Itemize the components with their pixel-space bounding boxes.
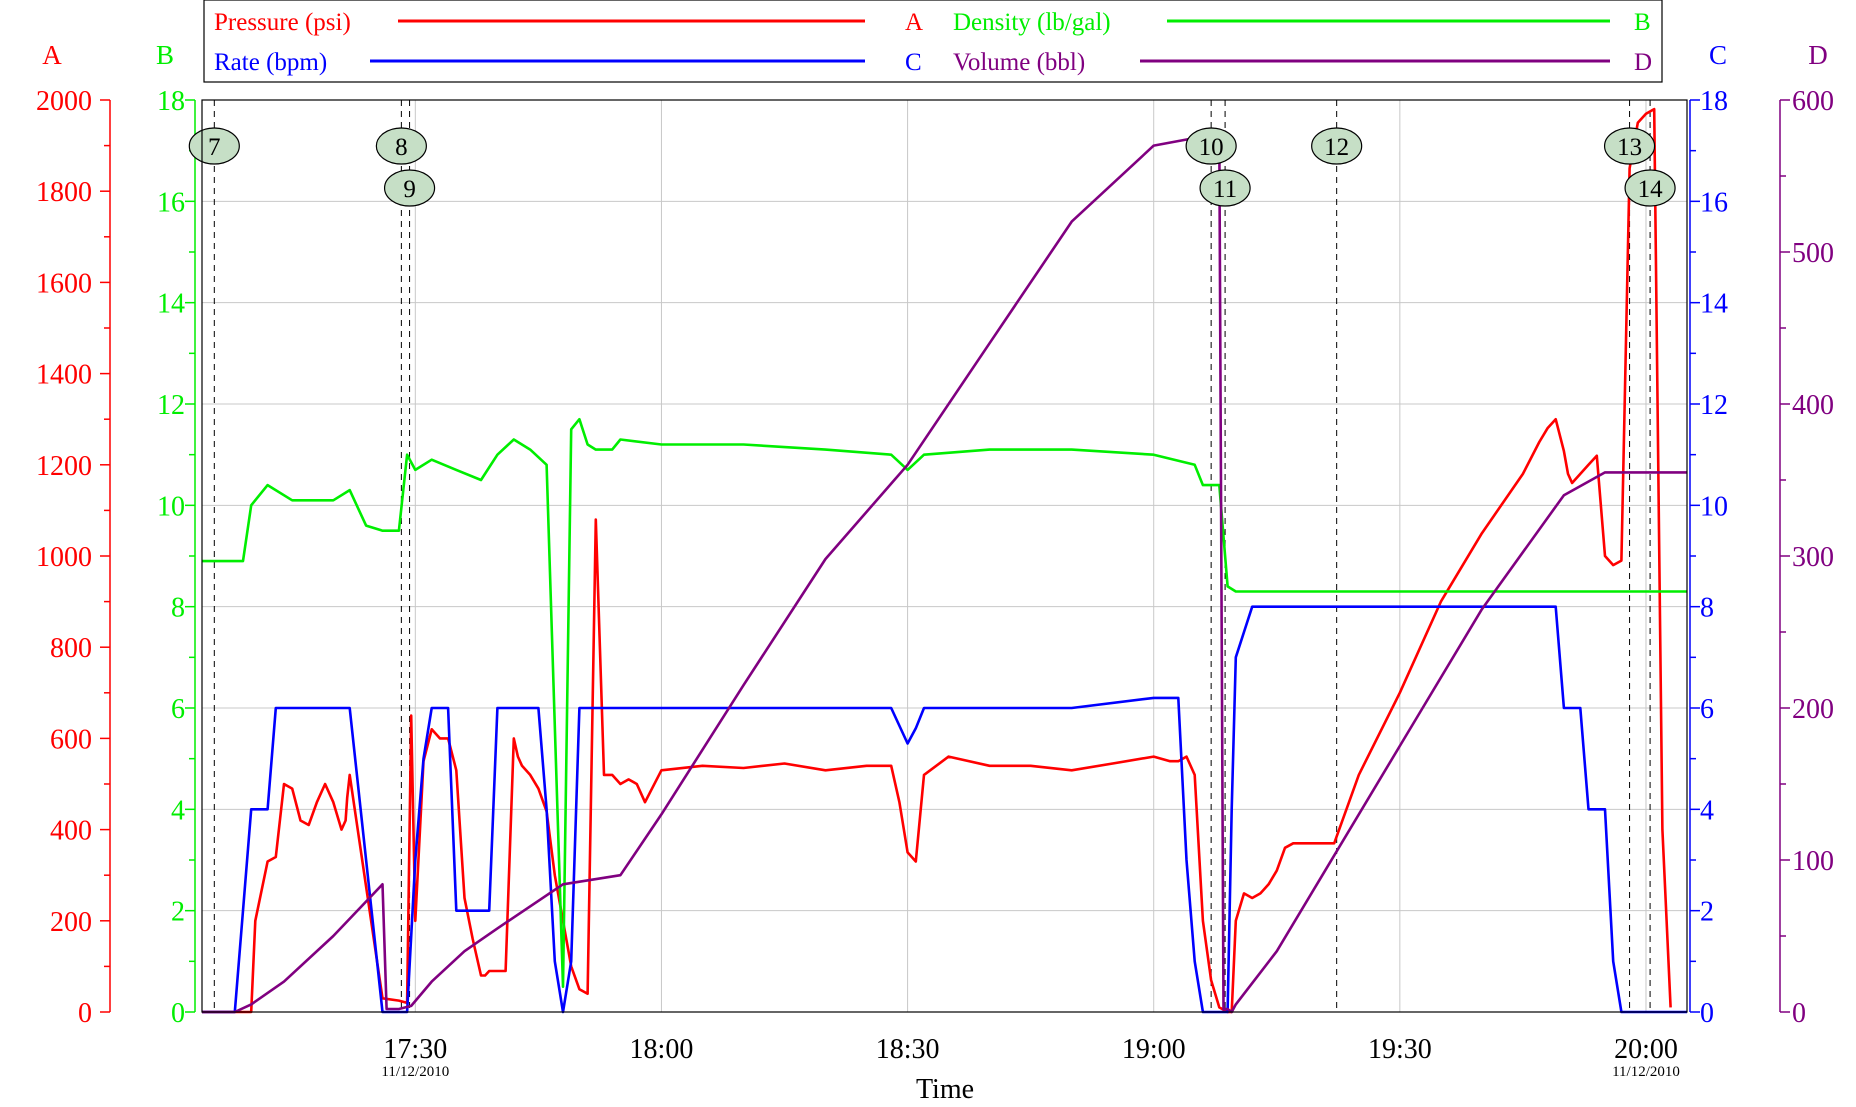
event-marker-10: 10 (1185, 127, 1237, 165)
legend-volume-letter: D (1634, 49, 1652, 76)
legend-pressure-label: Pressure (psi) (214, 9, 351, 36)
axis-C: C 0 2 4 6 8 10 12 14 16 18 (1689, 40, 1728, 1029)
event-label: 13 (1617, 134, 1642, 161)
legend-volume-label: Volume (bbl) (953, 49, 1085, 76)
event-label: 11 (1213, 176, 1237, 203)
x-date-label: 11/12/2010 (381, 1064, 449, 1080)
event-label: 14 (1638, 176, 1664, 203)
event-lines (213, 100, 1651, 1012)
legend-rate-letter: C (905, 49, 922, 76)
axis-C-tick-label: 14 (1700, 289, 1728, 320)
axis-B: B 0 2 4 6 8 10 12 14 16 18 (156, 40, 196, 1029)
axes: 17:30 18:00 18:30 19:00 19:30 20:0011/12/2010… (36, 40, 1834, 1080)
axis-B-tick-label: 4 (171, 795, 185, 826)
event-bubble (1185, 127, 1237, 165)
x-tick-label: 19:00 (1122, 1034, 1186, 1065)
x-tick-label: 19:30 (1368, 1034, 1432, 1065)
event-bubble (1311, 127, 1363, 165)
event-bubble (383, 169, 436, 207)
axis-A-tick-label: 1400 (36, 360, 92, 391)
event-label: 12 (1324, 134, 1349, 161)
event-marker-7: 7 (188, 127, 240, 165)
axis-D-letter: D (1808, 40, 1828, 70)
event-bubble (1199, 169, 1251, 207)
series-volume-line (202, 136, 1687, 1014)
event-bubble (375, 127, 427, 165)
event-label: 9 (403, 176, 416, 203)
axis-C-tick-label: 10 (1700, 491, 1728, 522)
axis-A-tick-label: 1600 (36, 268, 92, 299)
axis-B-tick-label: 2 (171, 897, 185, 928)
axis-C-tick-label: 2 (1700, 897, 1714, 928)
axis-D-tick-label: 0 (1792, 998, 1806, 1029)
event-label: 8 (395, 134, 408, 161)
grid (202, 99, 1687, 1013)
axis-C-tick-label: 12 (1700, 390, 1728, 421)
event-marker-14: 14 (1624, 169, 1676, 207)
axis-C-tick-label: 6 (1700, 694, 1714, 725)
axis-C-tick-label: 18 (1700, 86, 1728, 117)
axis-A-tick-label: 400 (50, 816, 92, 847)
event-marker-12: 12 (1311, 127, 1363, 165)
event-label: 7 (208, 134, 221, 161)
series-rate-line (202, 605, 1687, 1014)
axis-A-tick-label: 1000 (36, 542, 92, 573)
legend-pressure-letter: A (905, 9, 923, 36)
axis-B-tick-label: 18 (157, 86, 185, 117)
event-marker-11: 11 (1199, 169, 1251, 207)
axis-D-tick-label: 200 (1792, 694, 1834, 725)
event-label: 10 (1199, 134, 1224, 161)
axis-D-tick-label: 400 (1792, 390, 1834, 421)
x-tick-label: 17:30 (383, 1034, 447, 1065)
axis-B-tick-label: 6 (171, 694, 185, 725)
axis-B-tick-label: 14 (157, 289, 185, 320)
series (202, 107, 1687, 1014)
event-marker-13: 13 (1603, 127, 1656, 165)
axis-C-tick-label: 16 (1700, 187, 1728, 218)
axis-A-tick-label: 600 (50, 724, 92, 755)
axis-D-tick-label: 100 (1792, 846, 1834, 877)
x-axis-title: Time (916, 1074, 974, 1105)
legend-rate-label: Rate (bpm) (214, 49, 327, 76)
axis-B-tick-label: 16 (157, 187, 185, 218)
axis-B-letter: B (156, 40, 174, 70)
legend-density-label: Density (lb/gal) (953, 9, 1111, 36)
axis-A-letter: A (42, 40, 62, 70)
x-date-label: 11/12/2010 (1612, 1064, 1680, 1080)
event-marker-8: 8 (375, 127, 427, 165)
x-tick-label: 20:00 (1614, 1034, 1678, 1065)
axis-D: D 0 100 200 300 400 500 600 (1779, 40, 1834, 1029)
axis-D-tick-label: 500 (1792, 238, 1834, 269)
x-tick-label: 18:30 (876, 1034, 940, 1065)
axis-A: A 0 200 400 600 800 1000 1200 1400 1600 1800 2000 (36, 40, 111, 1029)
axis-C-tick-label: 8 (1700, 593, 1714, 624)
axis-A-tick-label: 1200 (36, 451, 92, 482)
axis-B-tick-label: 8 (171, 593, 185, 624)
axis-C-letter: C (1709, 40, 1727, 70)
legend-box (203, 0, 1663, 83)
event-bubble (1624, 169, 1676, 207)
axis-C-tick-label: 0 (1700, 998, 1714, 1029)
axis-B-tick-label: 12 (157, 390, 185, 421)
axis-A-tick-label: 800 (50, 633, 92, 664)
legend-density-letter: B (1634, 9, 1651, 36)
axis-A-tick-label: 200 (50, 907, 92, 938)
event-markers: 7 8 9 10 11 12 13 14 (188, 127, 1676, 207)
axis-B-tick-label: 0 (171, 998, 185, 1029)
series-pressure-line (202, 107, 1672, 1014)
plot-frame (201, 99, 1688, 1013)
axis-D-tick-label: 600 (1792, 86, 1834, 117)
event-bubble (1603, 127, 1656, 165)
x-tick-label: 18:00 (630, 1034, 694, 1065)
axis-A-tick-label: 2000 (36, 86, 92, 117)
series-density-line (202, 417, 1687, 989)
legend: Pressure (psi) A Density (lb/gal) B Rate… (203, 0, 1663, 83)
axis-C-tick-label: 4 (1700, 795, 1714, 826)
axis-D-tick-label: 300 (1792, 542, 1834, 573)
axis-A-tick-label: 0 (78, 998, 92, 1029)
axis-B-tick-label: 10 (157, 491, 185, 522)
axis-A-tick-label: 1800 (36, 177, 92, 208)
event-marker-9: 9 (383, 169, 436, 207)
